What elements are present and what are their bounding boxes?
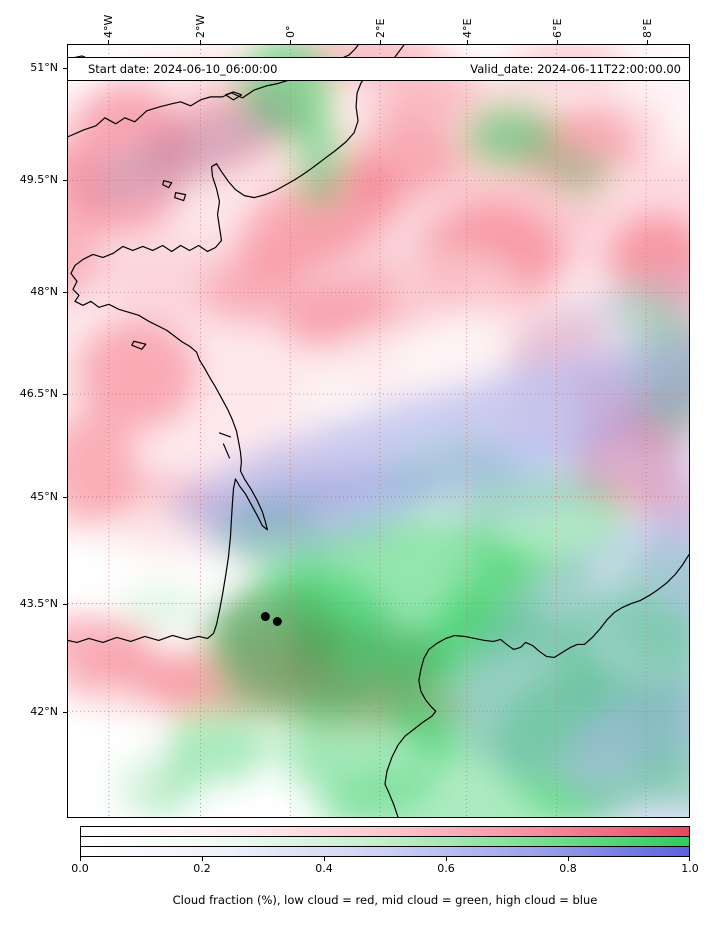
y-tick-mark <box>63 292 67 293</box>
y-tick-label: 43.5°N <box>19 597 58 610</box>
colorbar-tick-label: 0.8 <box>559 862 577 875</box>
x-tick-label: 2°W <box>194 14 207 38</box>
map-panel: Start date: 2024-06-10_06:00:00 Valid_da… <box>67 44 690 818</box>
cloud-fraction-map <box>68 45 689 817</box>
colorbar-tick-mark <box>202 857 203 861</box>
y-tick-label: 46.5°N <box>19 387 58 400</box>
start-date-label: Start date: 2024-06-10_06:00:00 <box>88 62 278 76</box>
colorbar-tick-mark <box>568 857 569 861</box>
y-tick-label: 51°N <box>30 61 58 74</box>
colorbar <box>80 826 690 857</box>
colorbar-tick-mark <box>689 857 690 861</box>
colorbar-tick-mark <box>446 857 447 861</box>
y-tick-mark <box>63 394 67 395</box>
colorbar-tick-label: 1.0 <box>681 862 699 875</box>
x-tick-mark <box>200 40 201 44</box>
colorbar-caption: Cloud fraction (%), low cloud = red, mid… <box>172 893 598 907</box>
colorbar-tick-mark <box>80 857 81 861</box>
y-tick-label: 49.5°N <box>19 173 58 186</box>
y-tick-mark <box>63 604 67 605</box>
y-tick-label: 45°N <box>30 490 58 503</box>
colorbar-tick-label: 0.6 <box>437 862 455 875</box>
cloud-field <box>68 45 689 817</box>
colorbar-low-cloud-band <box>81 827 689 837</box>
x-tick-label: 6°E <box>551 18 564 38</box>
y-tick-mark <box>63 712 67 713</box>
x-tick-label: 2°E <box>374 18 387 38</box>
valid-date-label: Valid_date: 2024-06-11T22:00:00.00 <box>470 62 681 76</box>
colorbar-tick-label: 0.2 <box>193 862 211 875</box>
colorbar-tick-label: 0.4 <box>315 862 333 875</box>
x-tick-mark <box>290 40 291 44</box>
y-tick-label: 48°N <box>30 285 58 298</box>
y-tick-mark <box>63 68 67 69</box>
colorbar-tick-mark <box>324 857 325 861</box>
station-markers <box>260 612 282 626</box>
x-tick-mark <box>108 40 109 44</box>
x-tick-label: 4°E <box>461 18 474 38</box>
x-tick-mark <box>467 40 468 44</box>
y-tick-mark <box>63 180 67 181</box>
x-tick-mark <box>557 40 558 44</box>
y-tick-mark <box>63 497 67 498</box>
date-strip: Start date: 2024-06-10_06:00:00 Valid_da… <box>68 57 689 81</box>
x-tick-label: 8°E <box>641 18 654 38</box>
colorbar-tick-label: 0.0 <box>71 862 89 875</box>
x-tick-mark <box>380 40 381 44</box>
y-tick-label: 42°N <box>30 705 58 718</box>
station-dot <box>260 612 270 622</box>
coastline <box>68 45 689 817</box>
graticule <box>68 45 689 817</box>
station-dot <box>272 617 282 626</box>
x-tick-label: 0° <box>284 25 297 39</box>
colorbar-high-cloud-band <box>81 847 689 856</box>
x-tick-mark <box>647 40 648 44</box>
colorbar-mid-cloud-band <box>81 837 689 847</box>
x-tick-label: 4°W <box>102 14 115 38</box>
